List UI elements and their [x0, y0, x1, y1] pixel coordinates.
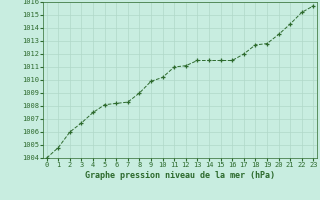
X-axis label: Graphe pression niveau de la mer (hPa): Graphe pression niveau de la mer (hPa) [85, 171, 275, 180]
